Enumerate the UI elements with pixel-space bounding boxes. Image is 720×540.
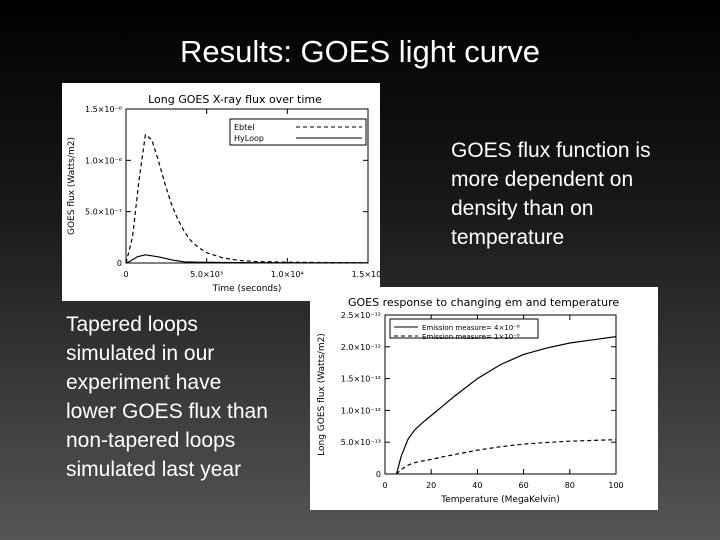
chart-2-svg: 0 20 40 60 80 100 0 5.0×10⁻¹³ 1.0×10⁻¹² 1.5×10⁻¹²…	[317, 296, 624, 505]
y-tick-label: 1.0×10⁻⁶	[85, 156, 122, 165]
x-tick-label: 5.0×10³	[190, 270, 223, 279]
x-axis-label: Time (seconds)	[212, 284, 282, 294]
density-note: GOES flux function is more dependent on …	[451, 139, 651, 249]
x-tick-label: 60	[519, 481, 529, 490]
y-tick-label: 2.5×10⁻¹²	[341, 311, 381, 320]
series-line	[396, 439, 617, 475]
x-tick-label: 40	[472, 481, 482, 490]
chart-title: Long GOES X-ray flux over time	[148, 93, 322, 106]
plot-frame	[384, 314, 617, 475]
x-tick-label: 1.0×10⁴	[271, 270, 304, 279]
y-tick-label: 5.0×10⁻⁷	[85, 208, 122, 217]
legend-entry-label: Ebtel	[234, 123, 254, 132]
x-tick-label: 20	[426, 481, 436, 490]
y-tick-label: 2.0×10⁻¹²	[341, 343, 381, 352]
chart-1-svg: 0 5.0×10³ 1.0×10⁴ 1.5×10⁴ 0 5.0×10⁻⁷ 1.0×10⁻⁶ 1…	[67, 93, 380, 294]
y-tick-label: 1.5×10⁻⁶	[85, 105, 122, 114]
x-tick-label: 1.5×10⁴	[352, 270, 380, 279]
legend-box	[389, 318, 539, 339]
legend-box	[229, 118, 367, 146]
legend-entry-label: Emission measure= 4×10⁻⁸	[422, 324, 520, 332]
y-tick-label: 0	[376, 470, 381, 479]
x-tick-label: 0	[382, 481, 387, 490]
series-line	[395, 336, 617, 475]
x-axis-label: Temperature (MegaKelvin)	[440, 495, 559, 505]
x-tick-label: 80	[565, 481, 575, 490]
x-tick-label: 0	[123, 270, 128, 279]
goes-flux-over-time-chart: 0 5.0×10³ 1.0×10⁴ 1.5×10⁴ 0 5.0×10⁻⁷ 1.0×10⁻⁶ 1…	[62, 83, 380, 301]
series-line	[125, 133, 369, 264]
legend-entry-label: HyLoop	[234, 134, 264, 143]
chart-title: GOES response to changing em and tempera…	[348, 296, 619, 309]
y-tick-label: 1.0×10⁻¹²	[341, 406, 381, 415]
slide-title: Results: GOES light curve	[179, 34, 541, 69]
legend-entry-label: Emission measure= 1×10⁻⁸	[422, 333, 520, 341]
tapered-loops-note: Tapered loops simulated in our experimen…	[66, 313, 268, 481]
y-tick-label: 1.5×10⁻¹²	[341, 375, 381, 384]
y-tick-label: 5.0×10⁻¹³	[341, 438, 381, 447]
y-axis-label: GOES flux (Watts/m2)	[67, 137, 77, 235]
series-line	[125, 254, 369, 264]
y-axis-label: Long GOES flux (Watts/m2)	[317, 333, 327, 456]
goes-response-chart: 0 20 40 60 80 100 0 5.0×10⁻¹³ 1.0×10⁻¹² 1.5×10⁻¹²…	[310, 287, 658, 510]
x-tick-label: 100	[608, 481, 623, 490]
y-tick-label: 0	[117, 259, 122, 268]
